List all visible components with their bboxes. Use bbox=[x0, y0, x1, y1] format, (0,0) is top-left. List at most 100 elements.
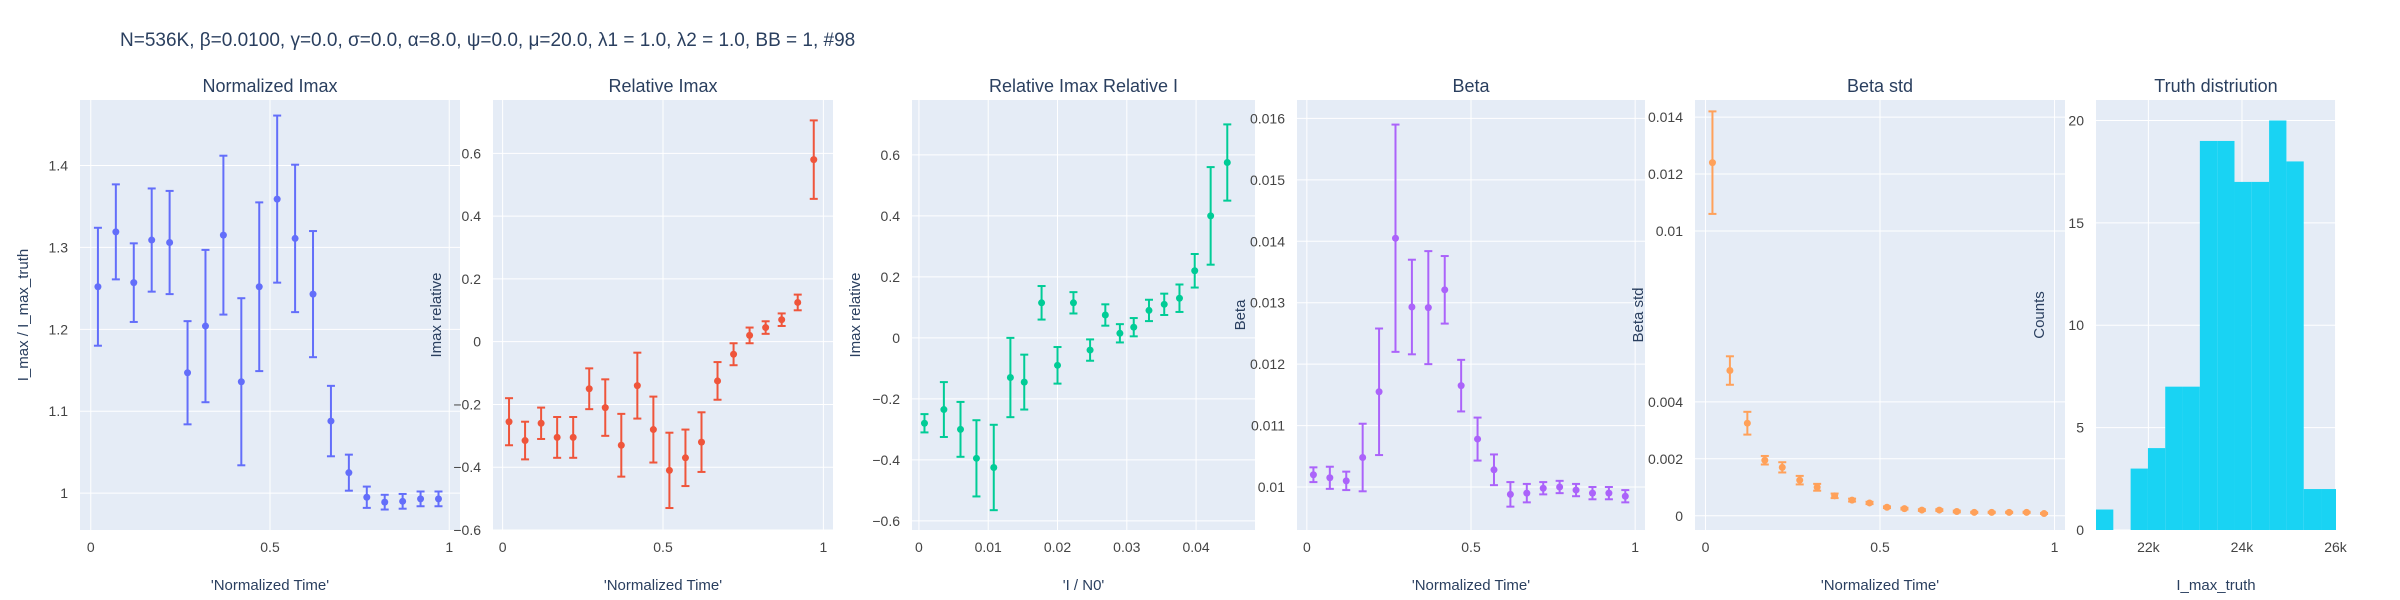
data-point bbox=[1130, 323, 1138, 331]
histogram-bar bbox=[2269, 120, 2287, 530]
subplot-3: −0.6 −0.4 −0.2 0 0.2 0.4 0.6 0 0.01 0.02 0.03 0.04 R… bbox=[847, 76, 1255, 594]
x-tick-label: 0 bbox=[1303, 539, 1311, 555]
data-point bbox=[237, 378, 245, 386]
data-point bbox=[1523, 489, 1531, 497]
data-point bbox=[601, 404, 609, 412]
x-tick-label: 0.5 bbox=[653, 539, 673, 555]
data-point bbox=[730, 350, 738, 358]
data-point bbox=[1988, 508, 1996, 516]
data-point bbox=[112, 228, 120, 236]
data-point bbox=[1743, 419, 1751, 427]
x-tick-label: 0.01 bbox=[975, 539, 1002, 555]
y-axis-label: Counts bbox=[2031, 291, 2048, 339]
data-point bbox=[1006, 374, 1014, 382]
data-point bbox=[1556, 483, 1564, 491]
data-point bbox=[184, 369, 192, 377]
data-point bbox=[553, 433, 561, 441]
data-point bbox=[434, 495, 442, 503]
subplot-title: Beta bbox=[1452, 76, 1490, 96]
data-point bbox=[1866, 499, 1874, 507]
histogram-bar bbox=[2199, 140, 2218, 530]
data-point bbox=[617, 441, 625, 449]
data-point bbox=[714, 377, 722, 385]
y-tick-label: 0.002 bbox=[1648, 451, 1683, 467]
data-point bbox=[1900, 505, 1908, 513]
data-point bbox=[1175, 294, 1183, 302]
histogram-bar bbox=[2286, 161, 2304, 530]
y-tick-label: 1.4 bbox=[49, 158, 69, 174]
data-point bbox=[1474, 435, 1482, 443]
y-tick-label: 0.012 bbox=[1648, 166, 1683, 182]
x-tick-label: 0 bbox=[1702, 539, 1710, 555]
data-point bbox=[1326, 474, 1334, 482]
data-point bbox=[1708, 159, 1716, 167]
data-point bbox=[1069, 299, 1077, 307]
subplot-4: 0.01 0.011 0.012 0.013 0.014 0.015 0.016 0 0.5 1 B… bbox=[1232, 76, 1645, 594]
data-point bbox=[1726, 367, 1734, 375]
histogram-bar bbox=[2234, 181, 2252, 530]
data-point bbox=[166, 239, 174, 247]
data-point bbox=[381, 498, 389, 506]
y-tick-label: −0.2 bbox=[453, 396, 481, 412]
page-title: N=536K, β=0.0100, γ=0.0, σ=0.0, α=8.0, ψ… bbox=[120, 30, 856, 51]
data-point bbox=[1778, 463, 1786, 471]
data-point bbox=[762, 324, 770, 332]
data-point bbox=[537, 419, 545, 427]
subplot-5: 0 0.002 0.004 0.01 0.012 0.014 0 0.5 1 Beta std 'N… bbox=[1630, 76, 2065, 594]
x-tick-label: 0.04 bbox=[1182, 539, 1209, 555]
x-axis-label: 'Normalized Time' bbox=[1821, 577, 1939, 594]
data-point bbox=[681, 454, 689, 462]
data-point bbox=[746, 331, 754, 339]
x-tick-label: 0.5 bbox=[1461, 539, 1481, 555]
y-tick-label: 0.016 bbox=[1250, 110, 1285, 126]
data-point bbox=[521, 437, 529, 445]
data-point bbox=[201, 322, 209, 330]
x-tick-label: 22k bbox=[2137, 539, 2161, 555]
y-tick-label: −0.6 bbox=[872, 513, 900, 529]
data-point bbox=[1020, 378, 1028, 386]
x-tick-label: 0.03 bbox=[1113, 539, 1140, 555]
y-tick-label: 0 bbox=[1675, 508, 1683, 524]
y-tick-label: 0.4 bbox=[881, 208, 901, 224]
y-tick-label: 1.1 bbox=[49, 403, 69, 419]
x-tick-label: 0.5 bbox=[260, 539, 280, 555]
data-point bbox=[1441, 286, 1449, 294]
data-point bbox=[148, 236, 156, 244]
x-tick-label: 1 bbox=[1631, 539, 1639, 555]
data-point bbox=[1223, 159, 1231, 167]
y-tick-label: −0.6 bbox=[453, 522, 481, 538]
y-tick-label: 1.3 bbox=[49, 239, 69, 255]
histogram-bar bbox=[2147, 448, 2166, 530]
x-tick-label: 0 bbox=[87, 539, 95, 555]
data-point bbox=[585, 385, 593, 393]
data-point bbox=[633, 382, 641, 390]
y-tick-label: 15 bbox=[2068, 215, 2084, 231]
data-point bbox=[1883, 503, 1891, 511]
data-point bbox=[1207, 212, 1215, 220]
data-point bbox=[1457, 382, 1465, 390]
y-tick-label: 0.6 bbox=[462, 145, 482, 161]
data-point bbox=[2005, 508, 2013, 516]
y-tick-label: 20 bbox=[2068, 112, 2084, 128]
y-tick-label: 0.2 bbox=[881, 269, 901, 285]
data-point bbox=[569, 433, 577, 441]
data-point bbox=[1918, 506, 1926, 514]
data-point bbox=[1424, 304, 1432, 312]
x-tick-label: 24k bbox=[2231, 539, 2255, 555]
histogram-bar bbox=[2321, 489, 2336, 530]
data-point bbox=[1588, 489, 1596, 497]
subplot-1: 1 1.1 1.2 1.3 1.4 0 0.5 1 Normalized Imax 'Normal… bbox=[15, 76, 460, 594]
data-point bbox=[1539, 484, 1547, 492]
y-tick-label: −0.4 bbox=[872, 452, 900, 468]
y-tick-label: 0.4 bbox=[462, 208, 482, 224]
x-axis-label: I_max_truth bbox=[2176, 577, 2255, 594]
y-tick-label: 0.012 bbox=[1250, 356, 1285, 372]
histogram-bar bbox=[2251, 181, 2270, 530]
data-point bbox=[291, 234, 299, 242]
y-tick-label: 0 bbox=[2076, 522, 2084, 538]
data-point bbox=[1761, 456, 1769, 464]
data-point bbox=[1116, 329, 1124, 337]
y-tick-label: −0.2 bbox=[872, 391, 900, 407]
x-axis-label: 'I / N0' bbox=[1063, 577, 1105, 594]
